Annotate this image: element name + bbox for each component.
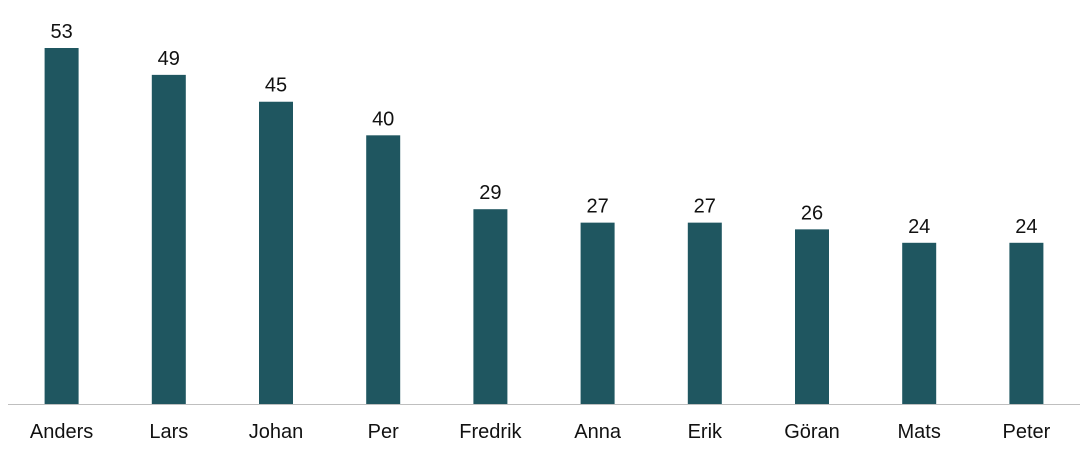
- data-label-1: 49: [158, 48, 180, 70]
- x-tick-label-4: Fredrik: [459, 421, 522, 443]
- data-label-4: 29: [479, 182, 501, 204]
- x-tick-label-0: Anders: [30, 421, 93, 443]
- data-label-2: 45: [265, 75, 287, 97]
- data-label-9: 24: [1015, 216, 1037, 238]
- x-tick-label-7: Göran: [784, 421, 840, 443]
- bar-3: [366, 135, 401, 405]
- x-tick-label-2: Johan: [249, 421, 304, 443]
- bar-7: [795, 229, 829, 404]
- x-tick-label-3: Per: [368, 421, 399, 443]
- data-label-6: 27: [694, 196, 716, 218]
- x-tick-label-9: Peter: [1002, 421, 1050, 443]
- bars-layer: [44, 48, 1044, 405]
- bar-4: [473, 209, 508, 404]
- bar-2: [259, 101, 293, 405]
- data-label-0: 53: [50, 21, 72, 43]
- data-label-8: 24: [908, 216, 930, 238]
- data-label-7: 26: [801, 202, 823, 224]
- data-label-3: 40: [372, 108, 394, 130]
- bar-9: [1009, 242, 1044, 404]
- data-label-5: 27: [586, 196, 608, 218]
- bar-6: [687, 222, 722, 404]
- bar-0: [44, 48, 79, 404]
- bar-5: [580, 222, 615, 404]
- bar-1: [151, 74, 186, 405]
- data-labels-layer: 53 49 45 40 29 27 27 26 24 24: [50, 21, 1037, 238]
- x-tick-labels-layer: Anders Lars Johan Per Fredrik Anna Erik Göran Ma…: [30, 421, 1051, 443]
- x-tick-label-8: Mats: [898, 421, 941, 443]
- x-tick-label-1: Lars: [149, 421, 188, 443]
- x-tick-label-6: Erik: [688, 421, 723, 443]
- x-tick-label-5: Anna: [574, 421, 622, 443]
- bar-8: [902, 242, 937, 404]
